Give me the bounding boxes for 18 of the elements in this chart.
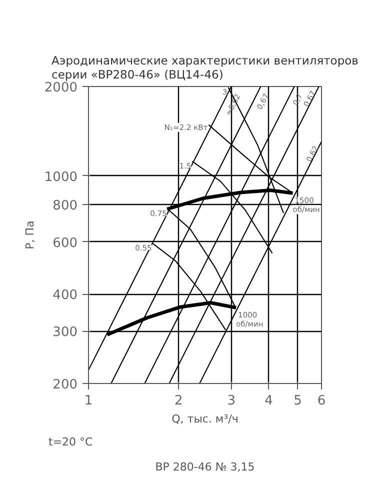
x-tick-label: 3: [227, 394, 236, 408]
y-tick-label: 400: [52, 288, 78, 304]
text: t=20 °C: [48, 436, 94, 448]
y-axis-title: P, Па: [23, 220, 36, 250]
y-tick-label: 200: [52, 378, 78, 392]
text: ВР 280-46 № 3,15: [155, 460, 255, 474]
x-axis-title: Q, тыс. м³/ч: [172, 412, 238, 426]
chart-title: Аэродинамические характеристики вентиляторов серии «ВР280-46» (ВЦ14-46): [52, 54, 359, 82]
y-tick-label: 300: [52, 325, 78, 340]
x-tick-label: 6: [317, 394, 326, 408]
x-tick-label: 5: [294, 394, 302, 408]
x-tick-label: 4: [264, 394, 273, 408]
y-tick-label: 2000: [44, 80, 78, 96]
x-tick-label: 1: [84, 394, 93, 408]
y-tick-label: 1000: [44, 170, 78, 185]
x-tick-label: 2: [174, 394, 183, 408]
y-tick-label: 600: [52, 236, 78, 251]
y-tick-label: 800: [52, 198, 78, 214]
